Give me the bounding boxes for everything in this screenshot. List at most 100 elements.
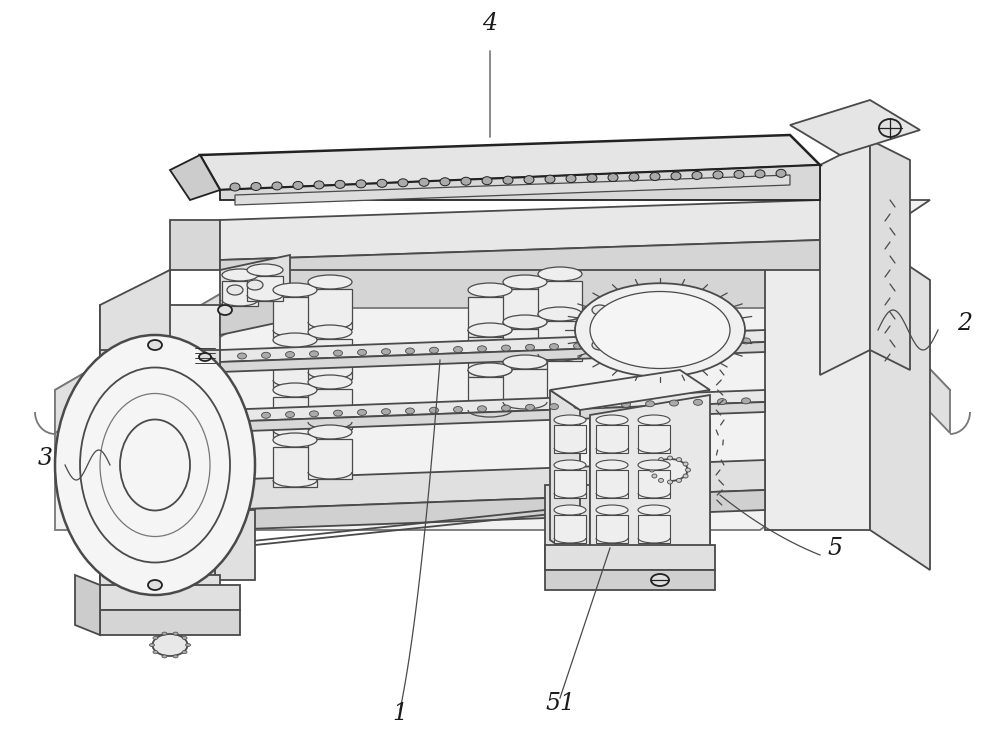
Polygon shape (308, 289, 352, 329)
Ellipse shape (718, 339, 726, 345)
Ellipse shape (651, 574, 669, 586)
Ellipse shape (524, 175, 534, 184)
Ellipse shape (262, 413, 270, 419)
Ellipse shape (668, 480, 672, 484)
Ellipse shape (173, 632, 178, 635)
Polygon shape (308, 339, 352, 379)
Ellipse shape (526, 404, 534, 410)
Ellipse shape (293, 181, 303, 189)
Polygon shape (100, 575, 220, 590)
Polygon shape (545, 485, 590, 570)
Ellipse shape (273, 383, 317, 397)
Polygon shape (765, 240, 870, 530)
Ellipse shape (398, 179, 408, 186)
Ellipse shape (334, 410, 342, 416)
Ellipse shape (314, 181, 324, 189)
Ellipse shape (482, 177, 492, 185)
Ellipse shape (148, 580, 162, 590)
Ellipse shape (334, 350, 342, 356)
Ellipse shape (502, 405, 511, 411)
Polygon shape (596, 425, 628, 453)
Ellipse shape (550, 404, 558, 410)
Polygon shape (545, 545, 715, 570)
Ellipse shape (538, 307, 582, 321)
Ellipse shape (55, 335, 255, 595)
Polygon shape (100, 270, 170, 560)
Polygon shape (870, 240, 930, 570)
Ellipse shape (230, 183, 240, 191)
Ellipse shape (676, 457, 682, 462)
Ellipse shape (598, 342, 606, 348)
Ellipse shape (538, 267, 582, 281)
Polygon shape (220, 200, 820, 260)
Ellipse shape (879, 119, 901, 137)
Polygon shape (273, 297, 317, 337)
Polygon shape (308, 439, 352, 479)
Polygon shape (503, 369, 547, 409)
Polygon shape (220, 390, 765, 422)
Ellipse shape (419, 178, 429, 186)
Polygon shape (590, 420, 710, 550)
Ellipse shape (238, 413, 246, 419)
Ellipse shape (545, 175, 555, 183)
Ellipse shape (554, 415, 586, 425)
Ellipse shape (590, 292, 730, 369)
Ellipse shape (713, 171, 723, 179)
Polygon shape (545, 570, 715, 590)
Polygon shape (273, 347, 317, 387)
Ellipse shape (272, 182, 282, 190)
Ellipse shape (683, 462, 688, 466)
Ellipse shape (478, 346, 486, 352)
Ellipse shape (574, 343, 582, 349)
Polygon shape (273, 447, 317, 487)
Ellipse shape (454, 407, 462, 413)
Ellipse shape (308, 275, 352, 289)
Ellipse shape (468, 363, 512, 377)
Ellipse shape (502, 345, 511, 351)
Ellipse shape (182, 636, 187, 639)
Ellipse shape (776, 169, 786, 178)
Polygon shape (538, 321, 582, 361)
Polygon shape (220, 460, 765, 510)
Ellipse shape (478, 406, 486, 412)
Ellipse shape (153, 636, 158, 639)
Polygon shape (220, 240, 820, 270)
Ellipse shape (358, 349, 366, 355)
Ellipse shape (627, 298, 643, 308)
Ellipse shape (650, 468, 654, 472)
Polygon shape (220, 402, 765, 432)
Polygon shape (175, 510, 215, 600)
Polygon shape (55, 265, 950, 530)
Polygon shape (75, 575, 100, 635)
Ellipse shape (335, 181, 345, 189)
Polygon shape (596, 515, 628, 543)
Ellipse shape (503, 355, 547, 369)
Polygon shape (170, 220, 220, 270)
Text: 2: 2 (958, 312, 972, 335)
Polygon shape (220, 490, 765, 530)
Ellipse shape (652, 474, 657, 478)
Polygon shape (590, 395, 710, 560)
Ellipse shape (468, 283, 512, 297)
Ellipse shape (440, 178, 450, 186)
Ellipse shape (526, 345, 534, 351)
Ellipse shape (273, 283, 317, 297)
Ellipse shape (755, 170, 765, 178)
Polygon shape (220, 165, 820, 200)
Ellipse shape (227, 285, 243, 295)
Polygon shape (638, 425, 670, 453)
Polygon shape (100, 305, 220, 560)
Ellipse shape (358, 410, 366, 416)
Polygon shape (100, 610, 240, 635)
Ellipse shape (310, 351, 318, 357)
Ellipse shape (382, 409, 390, 415)
Ellipse shape (247, 264, 283, 276)
Ellipse shape (554, 505, 586, 515)
Polygon shape (830, 265, 950, 433)
Ellipse shape (308, 325, 352, 339)
Ellipse shape (692, 172, 702, 180)
Polygon shape (220, 342, 765, 372)
Ellipse shape (671, 172, 681, 180)
Ellipse shape (503, 275, 547, 289)
Ellipse shape (718, 398, 726, 404)
